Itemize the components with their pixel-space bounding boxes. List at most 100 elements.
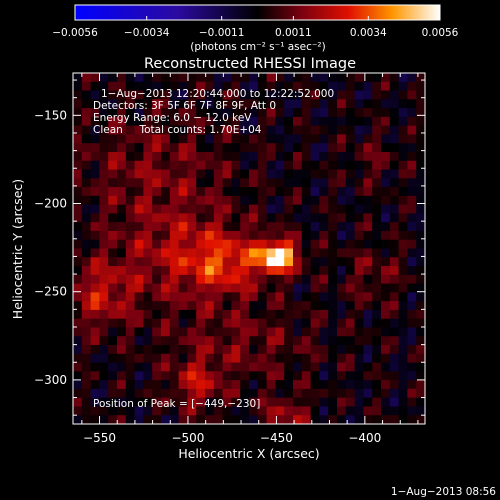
heatmap-cell [125,248,136,258]
heatmap-cell [213,274,224,285]
heatmap-cell [293,213,303,223]
heatmap-cell [337,309,347,320]
heatmap-cell [389,283,400,293]
heatmap-cell [345,160,356,171]
heatmap-cell [213,187,224,197]
heatmap-cell [213,81,224,92]
heatmap-cell [293,266,303,276]
energy-range-label: Energy Range: 6.0 − 12.0 keV [93,112,252,124]
heatmap-cell [381,274,391,285]
heatmap-cell [275,143,285,153]
heatmap-cell [284,178,294,188]
heatmap-cell [161,274,171,285]
heatmap-cell [310,160,320,171]
heatmap-cell [363,134,373,144]
heatmap-cell [275,160,285,171]
heatmap-cell [99,239,109,250]
heatmap-cell [222,309,232,320]
heatmap-cell [161,99,171,109]
heatmap-cell [187,99,197,109]
heatmap-cell [99,134,109,144]
heatmap-cell [90,327,100,337]
heatmap-cell [345,213,356,223]
heatmap-cell [372,318,382,329]
heatmap-cell [169,108,180,118]
heatmap-cell [222,266,232,276]
heatmap-cell [416,388,425,399]
heatmap-cell [381,371,391,381]
heatmap-cell [249,230,259,241]
heatmap-cell [319,204,329,215]
heatmap-cell [90,283,100,293]
heatmap-cell [337,116,347,127]
heatmap-cell [319,248,329,258]
heatmap-cell [187,81,197,92]
heatmap-cell [178,143,188,153]
heatmap-cell [240,327,250,337]
heatmap-cell [416,108,425,118]
heatmap-cell [310,116,320,127]
heatmap-cell [337,301,347,311]
heatmap-cell [257,345,268,355]
heatmap-cell [372,345,382,355]
y-tick-label: −200 [34,197,67,211]
heatmap-cell [73,371,83,381]
heatmap-cell [178,415,188,424]
heatmap-cell [389,143,400,153]
heatmap-cell [73,143,83,153]
heatmap-cell [231,371,241,381]
heatmap-cell [310,301,320,311]
heatmap-cell [345,309,356,320]
heatmap-cell [187,388,197,399]
heatmap-cell [293,353,303,364]
heatmap-cell [73,187,83,197]
heatmap-cell [240,248,250,258]
heatmap-cell [266,134,276,144]
heatmap-cell [73,222,83,232]
heatmap-cell [231,301,241,311]
heatmap-cell [398,318,408,329]
heatmap-cell [266,266,276,276]
heatmap-cell [196,222,206,232]
heatmap-cell [275,230,285,241]
heatmap-cell [354,327,364,337]
heatmap-cell [90,257,100,267]
heatmap-cell [249,222,259,232]
heatmap-cell [143,108,153,118]
heatmap-cell [143,415,153,424]
heatmap-cell [143,327,153,337]
heatmap-cell [319,90,329,100]
heatmap-cell [240,81,250,92]
heatmap-cell [169,371,180,381]
heatmap-cell [310,108,320,118]
heatmap-cell [161,213,171,223]
heatmap-cell [345,336,356,346]
heatmap-cell [337,222,347,232]
heatmap-cell [187,301,197,311]
heatmap-cell [169,116,180,127]
heatmap-cell [363,283,373,293]
heatmap-cell [293,143,303,153]
heatmap-cell [90,187,100,197]
heatmap-cell [169,143,180,153]
heatmap-cell [345,406,356,416]
heatmap-cell [222,327,232,337]
heatmap-cell [389,362,400,372]
heatmap-cell [240,230,250,241]
heatmap-cell [143,143,153,153]
heatmap-cell [117,204,127,215]
heatmap-cell [398,345,408,355]
heatmap-cell [152,178,162,188]
heatmap-cell [108,353,118,364]
heatmap-cell [301,336,312,346]
heatmap-cell [125,160,136,171]
heatmap-cell [205,99,215,109]
heatmap-cell [213,362,224,372]
heatmap-cell [99,274,109,285]
heatmap-cell [345,301,356,311]
heatmap-cell [257,143,268,153]
heatmap-cell [205,248,215,258]
heatmap-cell [398,257,408,267]
heatmap-cell [178,292,188,302]
heatmap-cell [293,222,303,232]
